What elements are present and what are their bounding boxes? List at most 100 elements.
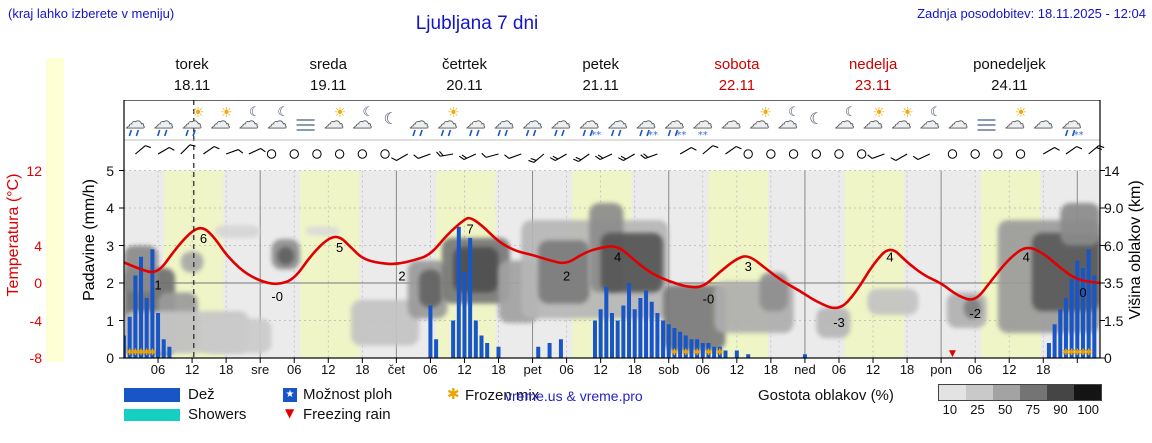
cloud-icon: ☁ [579, 109, 599, 133]
frozen-mix-marker: ✱ [1074, 348, 1082, 358]
raindrop-icon [525, 129, 530, 137]
day-header-3: četrtek 20.11 [441, 56, 487, 94]
sun-icon: ☀ [192, 105, 205, 121]
last-update: Zadnja posodobitev: 18.11.2025 - 12:04 [917, 6, 1146, 21]
cloud-icon: ☁ [239, 109, 259, 133]
moon-icon: ☾ [277, 105, 289, 120]
x-axis-tick: pon [930, 362, 952, 377]
wind-barb-icon [180, 144, 196, 155]
temp-axis-tick: -4 [29, 312, 42, 329]
cloud-axis-tick: 0 [1104, 350, 1112, 366]
freezing-rain-icon: ▼ [285, 406, 295, 420]
cloud-icon: ☁ [835, 109, 855, 133]
day-header-6: nedelja 23.11 [848, 56, 898, 94]
moon-icon: ☾ [249, 105, 261, 120]
temperature-value-label: 4 [614, 250, 621, 265]
x-axis-tick: 18 [1036, 362, 1051, 377]
rain-legend-label: Dež [188, 386, 215, 403]
snowflake-icon: ** [1074, 130, 1084, 141]
cloud-density-step [966, 385, 993, 400]
calm-wind-icon [856, 149, 867, 159]
cloud-icon: ☁ [182, 109, 202, 133]
raindrop-icon [674, 129, 679, 137]
frozen-mix-marker: ✱ [137, 348, 145, 358]
wind-barb-icon [1065, 146, 1083, 155]
raindrop-icon [476, 129, 480, 137]
x-axis-tick: pet [523, 362, 542, 377]
cloud-icon: ☁ [608, 109, 628, 133]
possible-showers-label: Možnost ploh [303, 386, 393, 403]
cloud-density-step [1020, 385, 1047, 400]
precip-bars [124, 226, 1097, 358]
cloud-density-tick: 50 [997, 402, 1013, 417]
frozen-mix-marker: ✱ [716, 348, 724, 358]
freezing-rain-label: Freezing rain [303, 406, 391, 423]
day-header-5: sobota 22.11 [714, 56, 760, 94]
cloud-density-tick: 100 [1077, 402, 1100, 417]
freezing-rain-marker: ▼ [949, 349, 956, 359]
raindrop-icon [497, 129, 501, 137]
wind-barb-icon [458, 153, 477, 160]
sun-icon: ☀ [901, 105, 914, 121]
cloud-icon: ☁ [778, 109, 798, 133]
page-title: Ljubljana 7 dni [415, 13, 539, 34]
cloud-axis-tick: 3.5 [1104, 275, 1124, 291]
raindrop-icon [128, 129, 133, 137]
raindrop-icon [156, 129, 161, 137]
wind-barb-icon [134, 145, 151, 155]
x-axis-tick: 06 [695, 362, 711, 377]
cloud-axis-tick: 1.5 [1104, 312, 1124, 329]
calm-wind-icon [266, 149, 277, 159]
wind-barb-icon [725, 146, 742, 155]
temperature-value-label: -0 [703, 292, 715, 307]
x-axis-tick: 06 [831, 362, 847, 377]
wind-barb-icon [890, 153, 908, 161]
cloud-density-scale-labels: 10 25 50 75 90 100 [936, 402, 1102, 417]
cloud-density-tick: 25 [970, 402, 985, 417]
cloud-icon: ☁ [154, 109, 174, 133]
wind-barb-icon [549, 153, 567, 161]
x-axis-tick: 06 [967, 362, 983, 377]
wind-barb-icon [1042, 147, 1060, 155]
temp-axis-tick: 0 [34, 275, 42, 291]
temperature-value-label: 2 [398, 268, 405, 283]
cloud-icon: ☁ [494, 109, 514, 133]
x-axis-tick: 18 [899, 362, 915, 377]
cloud-density-step [993, 385, 1020, 400]
precip-axis-tick: 1 [106, 312, 114, 329]
cloud-layer [124, 203, 1100, 356]
calm-wind-icon [380, 149, 390, 159]
day-header-2: sreda 19.11 [309, 56, 347, 94]
moon-icon: ☾ [362, 105, 374, 120]
cloud-icon: ☁ [466, 109, 486, 133]
temperature-value-label: 6 [200, 231, 207, 246]
cloud-density-tick: 10 [942, 402, 958, 417]
cloud-icon: ☁ [948, 109, 968, 133]
x-axis-tick: 18 [491, 362, 506, 377]
cloud-icon: ☁ [750, 109, 770, 133]
sun-icon: ☀ [759, 105, 772, 121]
wind-barb-icon [481, 152, 499, 158]
x-axis-tick: 12 [457, 362, 472, 377]
calm-wind-icon [743, 149, 753, 159]
x-axis-tick: čet [387, 362, 406, 377]
cloud-density-tick: 75 [1025, 402, 1041, 417]
watermark-link[interactable]: vreme.us & vreme.pro [505, 388, 643, 404]
temperature-value-label: 2 [563, 268, 570, 283]
raindrop-icon [589, 129, 594, 137]
cloud-icon: ☁ [891, 109, 911, 133]
sun-icon: ☀ [1015, 105, 1028, 121]
frozen-mix-marker: ✱ [1062, 348, 1070, 358]
day-header-1: torek 18.11 [173, 56, 211, 94]
cloud-icon: ☁ [693, 109, 713, 133]
cloud-icon: ☁ [863, 109, 883, 133]
day-header-4: petek 21.11 [582, 56, 620, 94]
cloud-density-tick: 90 [1053, 402, 1068, 417]
moon-icon: ☾ [930, 105, 942, 120]
menu-note: (kraj lahko izberete v meniju) [8, 6, 175, 21]
wind-barb-icon [157, 147, 175, 155]
x-axis-tick: 18 [355, 362, 370, 377]
frozen-mix-marker: ✱ [143, 348, 151, 358]
raindrop-icon [554, 129, 558, 137]
snowflake-icon: ** [648, 130, 658, 141]
